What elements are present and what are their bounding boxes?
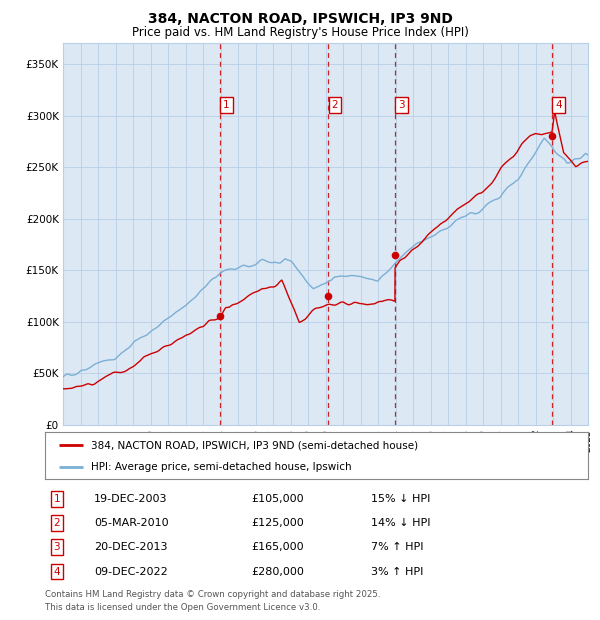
Text: £165,000: £165,000	[251, 542, 304, 552]
Text: 2: 2	[332, 100, 338, 110]
Text: HPI: Average price, semi-detached house, Ipswich: HPI: Average price, semi-detached house,…	[91, 462, 352, 472]
Text: 4: 4	[53, 567, 60, 577]
Text: Contains HM Land Registry data © Crown copyright and database right 2025.: Contains HM Land Registry data © Crown c…	[45, 590, 380, 600]
Text: 14% ↓ HPI: 14% ↓ HPI	[371, 518, 430, 528]
Text: 3% ↑ HPI: 3% ↑ HPI	[371, 567, 423, 577]
Text: £280,000: £280,000	[251, 567, 304, 577]
Text: £105,000: £105,000	[251, 494, 304, 504]
Text: Price paid vs. HM Land Registry's House Price Index (HPI): Price paid vs. HM Land Registry's House …	[131, 26, 469, 39]
Text: 09-DEC-2022: 09-DEC-2022	[94, 567, 167, 577]
Text: 1: 1	[223, 100, 230, 110]
Text: 4: 4	[555, 100, 562, 110]
Text: 7% ↑ HPI: 7% ↑ HPI	[371, 542, 424, 552]
Text: 15% ↓ HPI: 15% ↓ HPI	[371, 494, 430, 504]
Text: 3: 3	[398, 100, 405, 110]
Text: This data is licensed under the Open Government Licence v3.0.: This data is licensed under the Open Gov…	[45, 603, 320, 612]
Text: 1: 1	[53, 494, 60, 504]
Text: 19-DEC-2003: 19-DEC-2003	[94, 494, 167, 504]
Text: £125,000: £125,000	[251, 518, 304, 528]
Text: 3: 3	[53, 542, 60, 552]
Text: 384, NACTON ROAD, IPSWICH, IP3 9ND (semi-detached house): 384, NACTON ROAD, IPSWICH, IP3 9ND (semi…	[91, 440, 418, 450]
Text: 2: 2	[53, 518, 60, 528]
Text: 20-DEC-2013: 20-DEC-2013	[94, 542, 167, 552]
Text: 05-MAR-2010: 05-MAR-2010	[94, 518, 169, 528]
Text: 384, NACTON ROAD, IPSWICH, IP3 9ND: 384, NACTON ROAD, IPSWICH, IP3 9ND	[148, 12, 452, 27]
